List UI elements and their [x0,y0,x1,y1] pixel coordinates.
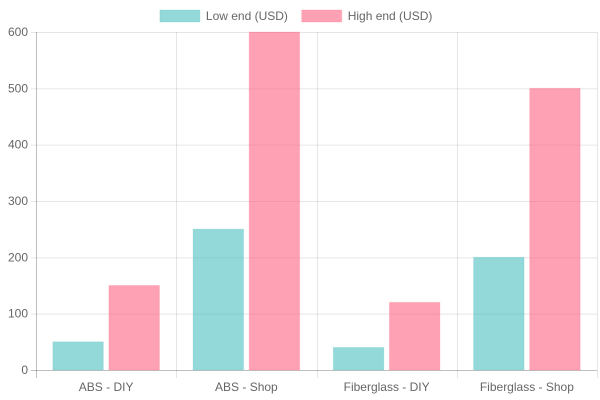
legend-item-high[interactable]: High end (USD) [301,9,433,23]
bar-high-2 [388,301,441,371]
legend-swatch [159,9,201,23]
bar-low-3 [473,256,525,371]
y-tick-label: 500 [8,81,28,95]
y-tick-label: 300 [8,194,28,208]
bar-low-1 [192,228,245,371]
x-axis-ticks: ABS - DIY ABS - Shop Fiberglass - DIY Fiber… [79,380,574,394]
bars [52,31,581,371]
x-tick-label: Fiberglass - DIY [344,380,430,394]
y-tick-label: 100 [8,307,28,321]
y-tick-label: 200 [8,250,28,264]
bar-high-0 [108,285,160,371]
bar-high-1 [248,31,301,371]
chart-legend: Low end (USD) High end (USD) [159,9,433,23]
legend-item-low[interactable]: Low end (USD) [159,9,288,23]
x-tick-label: ABS - DIY [79,380,134,394]
x-tick-label: ABS - Shop [215,380,278,394]
y-tick-label: 0 [21,363,28,377]
y-tick-label: 400 [8,138,28,152]
bar-high-3 [529,87,581,371]
bar-low-2 [332,346,385,371]
y-tick-label: 600 [8,25,28,39]
legend-swatch [301,9,343,23]
x-tick-label: Fiberglass - Shop [480,380,574,394]
legend-label: Low end (USD) [206,9,288,23]
legend-label: High end (USD) [348,9,433,23]
y-axis-ticks: 0 100 200 300 400 500 600 [8,25,28,377]
bar-low-0 [52,341,104,371]
